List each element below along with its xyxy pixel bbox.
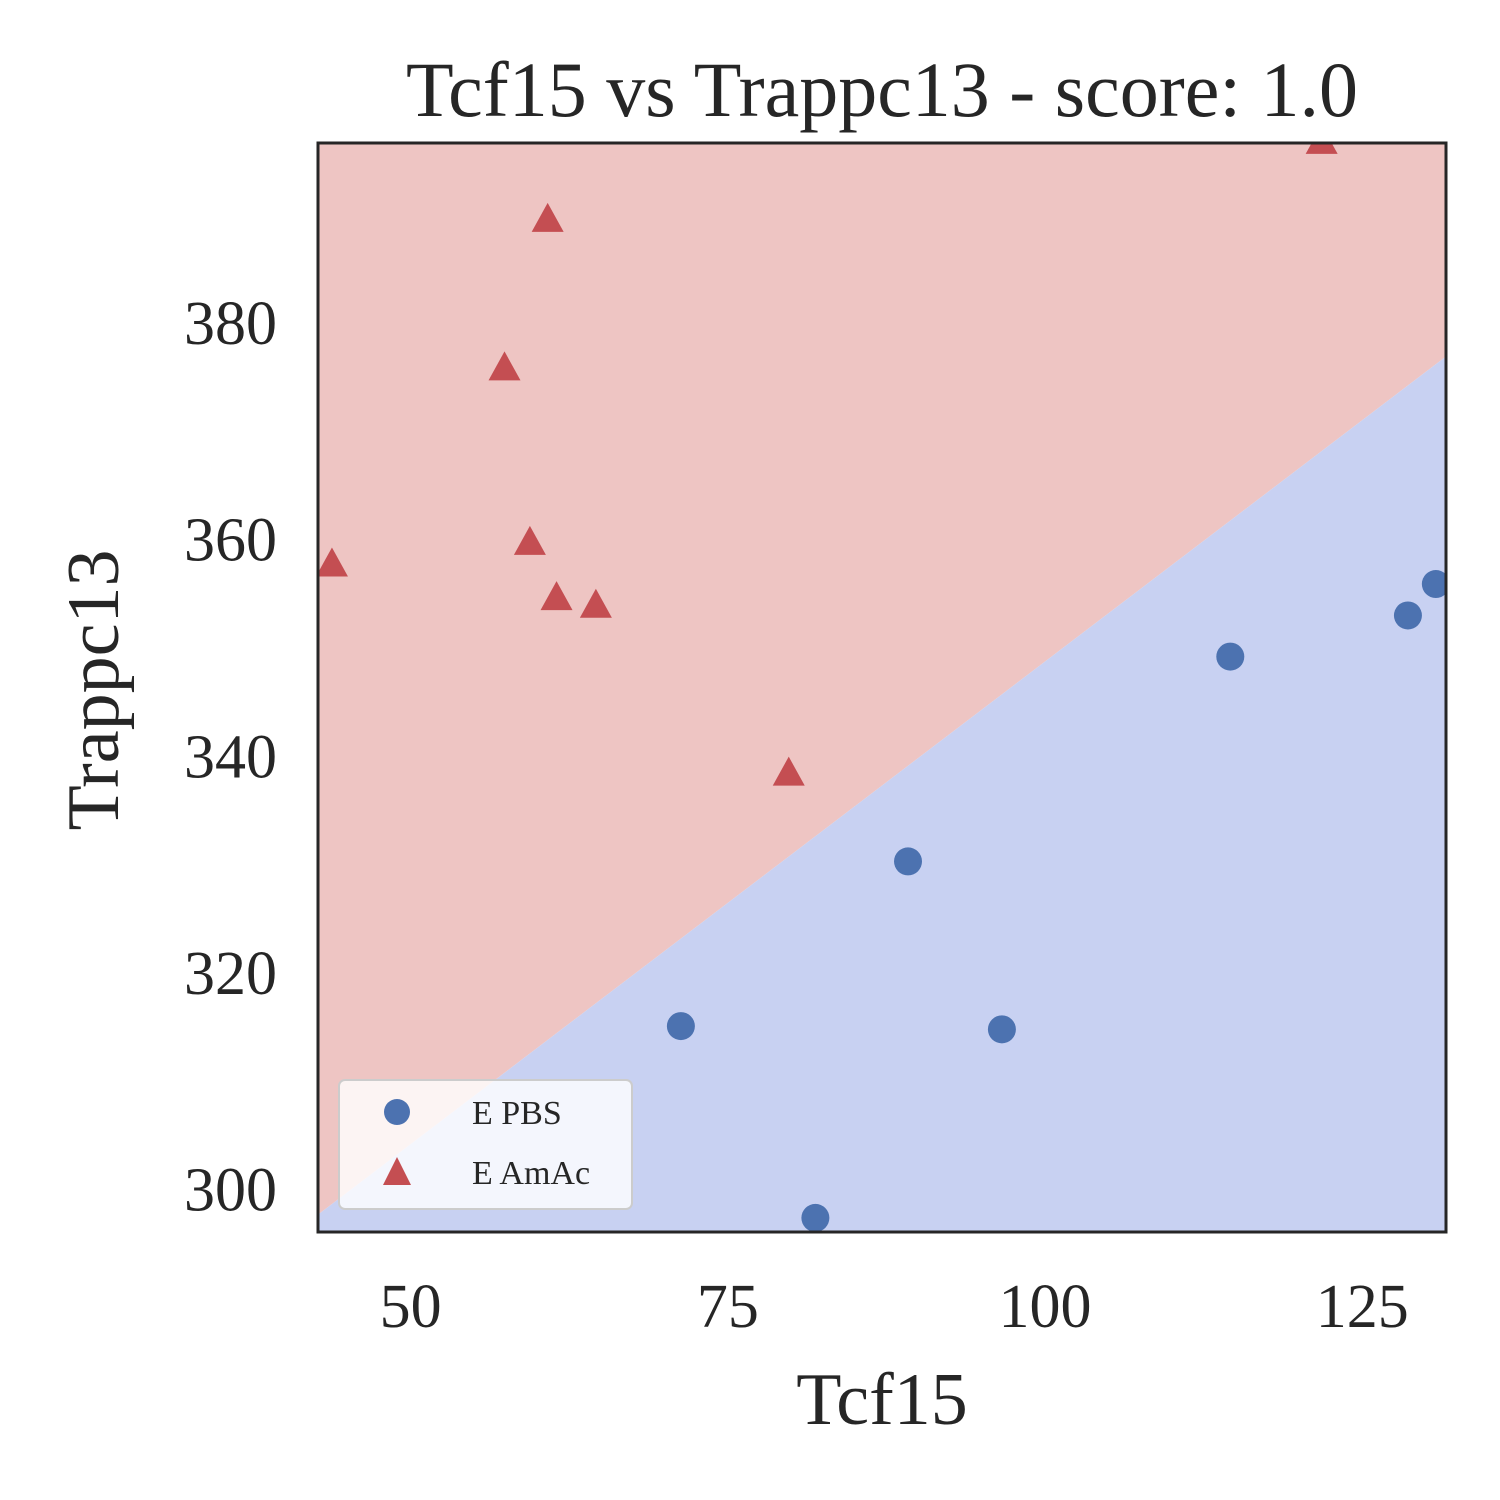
- legend-marker-e-amac: [383, 1157, 411, 1185]
- chart-title: Tcf15 vs Trappc13 - score: 1.0: [406, 46, 1358, 133]
- y-tick-labels: 300 320 340 360 380: [184, 290, 277, 1225]
- y-tick-label: 360: [184, 507, 277, 575]
- data-point-e-amac: [488, 351, 521, 381]
- data-point-e-amac: [540, 581, 573, 611]
- decision-region-e-pbs: [318, 356, 1446, 1232]
- legend-box: [338, 1079, 633, 1210]
- data-point-e-pbs: [1393, 601, 1422, 630]
- x-tick-label: 100: [999, 1273, 1092, 1341]
- x-tick-label: 75: [697, 1273, 759, 1341]
- x-tick-label: 50: [380, 1273, 442, 1341]
- x-tick-labels: 50 75 100 125: [380, 1273, 1409, 1341]
- legend-label-e-amac: E AmAc: [472, 1155, 590, 1192]
- decision-region-e-amac: [318, 143, 1446, 1215]
- x-tick-label: 125: [1316, 1273, 1409, 1341]
- y-axis-label: Trappc13: [53, 550, 135, 831]
- data-point-e-pbs: [1421, 570, 1446, 599]
- data-points: [318, 143, 1446, 1232]
- x-axis-label: Tcf15: [796, 1359, 968, 1441]
- data-point-e-pbs: [987, 1015, 1016, 1044]
- data-point-e-amac: [513, 525, 546, 555]
- y-tick-label: 380: [184, 290, 277, 358]
- plot-frame: [316, 141, 1448, 1234]
- legend: E PBS E AmAc: [338, 1079, 633, 1210]
- y-tick-label: 300: [184, 1157, 277, 1225]
- data-point-e-amac: [531, 202, 564, 232]
- data-point-e-pbs: [666, 1012, 695, 1041]
- legend-label-e-pbs: E PBS: [472, 1095, 562, 1132]
- y-tick-label: 320: [184, 940, 277, 1008]
- plot-area: [318, 143, 1446, 1232]
- data-point-e-amac: [579, 588, 612, 618]
- data-point-e-pbs: [1216, 642, 1245, 671]
- data-point-e-amac: [1305, 143, 1338, 154]
- legend-marker-e-pbs: [384, 1099, 410, 1125]
- data-point-e-amac: [318, 547, 348, 577]
- data-point-e-amac: [772, 756, 805, 786]
- data-point-e-pbs: [894, 847, 923, 876]
- y-tick-label: 340: [184, 723, 277, 791]
- data-point-e-pbs: [801, 1203, 830, 1232]
